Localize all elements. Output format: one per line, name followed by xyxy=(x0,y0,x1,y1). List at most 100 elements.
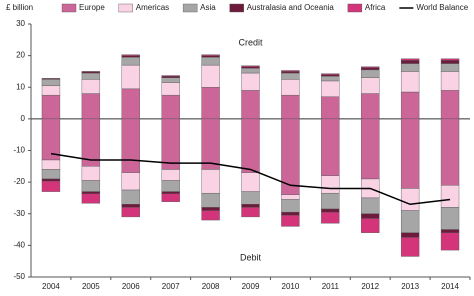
bar-segment xyxy=(161,193,180,202)
bar-segment xyxy=(161,180,180,192)
bar-segment xyxy=(121,55,140,58)
bar-segment xyxy=(161,82,180,96)
x-tick-label: 2004 xyxy=(42,282,60,291)
legend-label: Asia xyxy=(200,3,216,12)
bar-segment xyxy=(41,94,61,120)
bar-segment xyxy=(321,208,340,213)
bar-segment xyxy=(361,213,380,219)
bar-segment xyxy=(201,54,220,56)
bar-segment xyxy=(400,210,420,233)
bar-segment xyxy=(400,232,420,238)
bar-segment xyxy=(361,118,380,180)
x-tick-label: 2013 xyxy=(401,282,419,291)
bar-segment xyxy=(361,66,380,68)
bar-segment xyxy=(321,75,340,82)
legend-swatch xyxy=(229,3,244,13)
y-tick-label: 10 xyxy=(16,82,25,91)
bar-segment xyxy=(241,204,260,208)
bar-segment xyxy=(361,67,380,71)
bar-segment xyxy=(321,96,340,120)
bar-segment xyxy=(121,207,140,218)
legend-swatch xyxy=(118,3,133,13)
bar-segment xyxy=(400,60,420,64)
bar-segment xyxy=(321,73,340,75)
x-tick-label: 2010 xyxy=(282,282,300,291)
bar-segment xyxy=(121,204,140,208)
bar-segment xyxy=(281,194,300,200)
bar-segment xyxy=(281,79,300,96)
bar-segment xyxy=(400,63,420,72)
bar-segment xyxy=(241,65,260,67)
bar-segment xyxy=(201,210,220,221)
y-tick-label: -40 xyxy=(13,240,25,249)
bar-segment xyxy=(161,169,180,181)
bar-segment xyxy=(440,58,460,61)
bar-segment xyxy=(440,229,460,233)
y-tick-label: -50 xyxy=(13,272,25,281)
bar-segment xyxy=(321,80,340,97)
y-axis-label: £ billion xyxy=(6,3,33,12)
bar-segment xyxy=(81,166,101,181)
x-tick-label: 2012 xyxy=(361,282,379,291)
bar-segment xyxy=(400,71,420,93)
bar-segment xyxy=(41,169,61,180)
y-tick-label: 20 xyxy=(16,51,25,60)
balance-line xyxy=(50,152,451,206)
bar-segment xyxy=(321,211,340,224)
bar-segment xyxy=(281,72,300,80)
bar-segment xyxy=(440,71,460,91)
bar-segment xyxy=(400,188,420,211)
bar-segment xyxy=(201,64,220,88)
y-tick-label: 0 xyxy=(21,114,26,123)
x-tick-label: 2005 xyxy=(82,282,100,291)
bar-segment xyxy=(161,77,180,83)
bar-segment xyxy=(121,64,140,90)
annotation: Debit xyxy=(240,252,262,262)
x-tick-label: 2007 xyxy=(162,282,180,291)
legend-swatch xyxy=(182,3,198,13)
bar-segment xyxy=(81,180,101,192)
y-tick-label: -10 xyxy=(13,146,25,155)
bar-segment xyxy=(400,237,420,257)
bar-segment xyxy=(241,118,260,173)
bar-segment xyxy=(81,193,101,204)
bar-segment xyxy=(201,192,220,208)
bar-segment xyxy=(161,75,180,78)
bar-segment xyxy=(361,69,380,78)
x-tick-label: 2006 xyxy=(122,282,140,291)
bar-segment xyxy=(81,93,101,120)
y-tick-label: 30 xyxy=(16,19,25,28)
bar-segment xyxy=(121,88,140,120)
legend-label: Europe xyxy=(79,3,105,12)
bar-segment xyxy=(81,79,101,94)
bar-segment xyxy=(281,215,300,227)
legend-label: Africa xyxy=(365,3,386,12)
bar-segment xyxy=(241,191,260,205)
bar-segment xyxy=(281,199,300,213)
bar-segment xyxy=(201,118,220,170)
bar-segment xyxy=(41,159,61,170)
bar-segment xyxy=(361,197,380,214)
y-tick-label: -20 xyxy=(13,177,25,186)
bar-segment xyxy=(241,207,260,218)
bar-segment xyxy=(361,218,380,233)
bar-segment xyxy=(121,189,140,205)
legend-label: World Balance xyxy=(416,3,468,12)
bar-segment xyxy=(41,79,61,86)
bar-segment xyxy=(241,90,260,120)
bar-segment xyxy=(440,207,460,230)
bar-segment xyxy=(440,60,460,64)
bar-segment xyxy=(321,192,340,210)
bar-segment xyxy=(321,74,340,77)
bar-segment xyxy=(440,90,460,120)
bar-segment xyxy=(440,232,460,251)
bar-segment xyxy=(161,191,180,195)
bar-segment xyxy=(361,77,380,94)
legend-label: Australasia and Oceania xyxy=(247,3,335,12)
bar-segment xyxy=(201,55,220,58)
bar-segment xyxy=(281,70,300,72)
bar-segment xyxy=(161,75,180,77)
bar-segment xyxy=(81,72,101,80)
bar-segment xyxy=(81,191,101,195)
